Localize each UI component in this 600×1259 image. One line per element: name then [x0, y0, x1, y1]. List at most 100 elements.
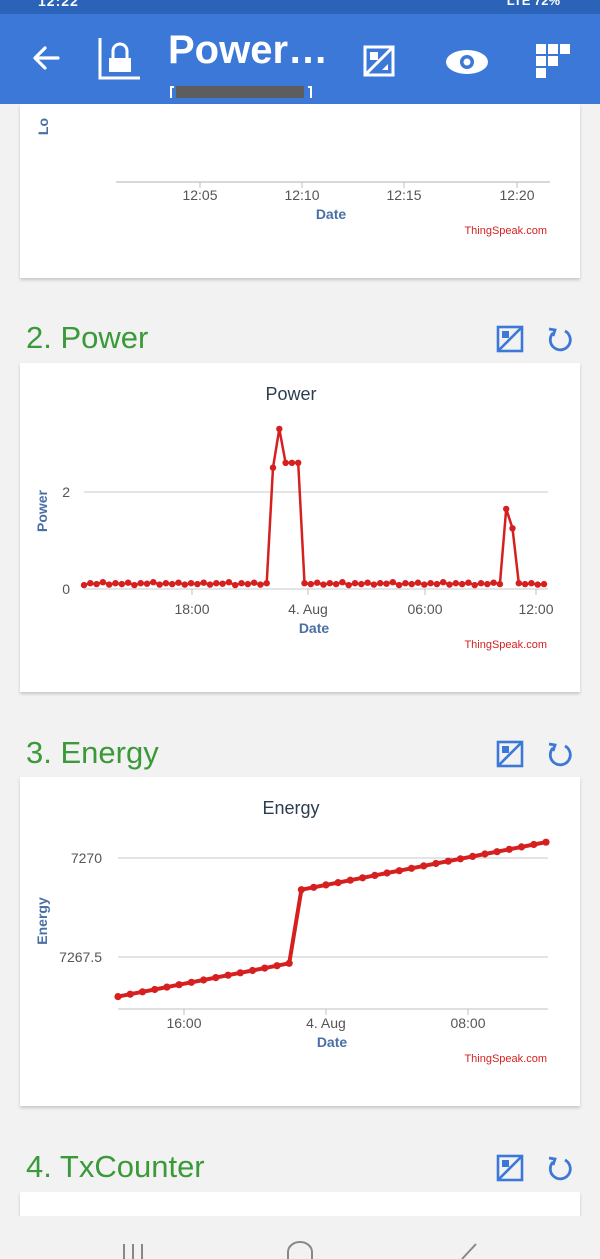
energy-data-point[interactable]: [444, 857, 452, 865]
energy-data-point[interactable]: [138, 988, 147, 996]
power-data-point[interactable]: [225, 579, 233, 586]
power-data-point[interactable]: [232, 581, 239, 589]
power-data-point[interactable]: [175, 579, 182, 586]
export-icon[interactable]: [496, 1154, 524, 1182]
power-data-point[interactable]: [351, 580, 359, 587]
power-data-point[interactable]: [257, 581, 264, 588]
power-data-point[interactable]: [326, 580, 333, 587]
eye-icon[interactable]: [444, 48, 490, 76]
power-data-point[interactable]: [206, 581, 214, 588]
power-data-point[interactable]: [250, 579, 258, 586]
energy-data-point[interactable]: [456, 855, 464, 863]
power-data-point[interactable]: [458, 580, 466, 588]
credit-link[interactable]: ThingSpeak.com: [464, 225, 547, 237]
power-data-point[interactable]: [377, 580, 384, 587]
energy-data-point[interactable]: [297, 886, 305, 894]
power-data-point[interactable]: [408, 580, 415, 588]
energy-data-point[interactable]: [481, 850, 489, 858]
power-data-point[interactable]: [370, 581, 378, 588]
power-data-point[interactable]: [521, 580, 529, 588]
back-nav-icon[interactable]: [461, 1243, 477, 1259]
power-data-point[interactable]: [87, 580, 94, 587]
energy-data-point[interactable]: [151, 985, 159, 994]
energy-data-point[interactable]: [371, 871, 379, 879]
energy-data-point[interactable]: [383, 869, 391, 877]
power-data-point[interactable]: [244, 580, 251, 588]
energy-data-point[interactable]: [224, 971, 232, 979]
arrow-back-icon[interactable]: [28, 40, 64, 76]
power-data-point[interactable]: [421, 581, 428, 588]
power-data-point[interactable]: [471, 581, 478, 589]
energy-data-point[interactable]: [493, 848, 501, 856]
power-data-point[interactable]: [276, 425, 283, 433]
energy-data-point[interactable]: [285, 959, 293, 967]
power-data-point[interactable]: [187, 580, 195, 587]
energy-data-point[interactable]: [273, 962, 281, 970]
power-data-point[interactable]: [383, 580, 390, 587]
energy-data-point[interactable]: [346, 876, 354, 884]
power-data-point[interactable]: [118, 580, 126, 588]
power-data-point[interactable]: [414, 579, 422, 586]
power-data-point[interactable]: [112, 580, 119, 587]
energy-data-point[interactable]: [420, 862, 428, 870]
power-data-point[interactable]: [301, 580, 308, 587]
power-data-point[interactable]: [131, 581, 138, 589]
energy-data-point[interactable]: [517, 843, 526, 851]
energy-data-point[interactable]: [175, 981, 183, 989]
energy-data-point[interactable]: [505, 845, 513, 853]
power-data-point[interactable]: [509, 525, 516, 532]
energy-data-point[interactable]: [469, 852, 477, 860]
power-data-point[interactable]: [339, 579, 346, 586]
energy-data-point[interactable]: [322, 881, 330, 889]
energy-data-point[interactable]: [248, 966, 257, 975]
power-data-point[interactable]: [490, 579, 497, 586]
power-data-point[interactable]: [465, 579, 472, 586]
power-data-point[interactable]: [515, 580, 522, 587]
power-data-point[interactable]: [446, 581, 453, 588]
power-data-point[interactable]: [528, 580, 535, 587]
energy-data-point[interactable]: [126, 990, 134, 998]
power-data-point[interactable]: [503, 505, 510, 513]
energy-data-point[interactable]: [542, 838, 550, 846]
power-data-point[interactable]: [332, 580, 340, 588]
power-data-point[interactable]: [194, 580, 201, 588]
energy-data-point[interactable]: [407, 864, 416, 872]
lock-icon[interactable]: [96, 34, 144, 82]
power-data-point[interactable]: [124, 579, 132, 586]
energy-data-point[interactable]: [310, 883, 318, 891]
power-data-point[interactable]: [219, 580, 226, 587]
power-data-point[interactable]: [263, 580, 270, 587]
energy-data-point[interactable]: [114, 993, 122, 1001]
home-icon[interactable]: [287, 1241, 313, 1259]
power-data-point[interactable]: [477, 580, 485, 587]
energy-data-point[interactable]: [395, 867, 403, 875]
export-icon[interactable]: [496, 325, 524, 353]
power-data-point[interactable]: [402, 580, 409, 587]
power-data-point[interactable]: [440, 579, 447, 586]
refresh-icon[interactable]: [546, 326, 574, 354]
export-icon[interactable]: [362, 44, 396, 78]
energy-data-point[interactable]: [212, 974, 220, 982]
energy-data-point[interactable]: [334, 879, 342, 887]
power-data-point[interactable]: [106, 581, 113, 588]
power-data-point[interactable]: [156, 581, 163, 588]
export-icon[interactable]: [496, 740, 524, 768]
energy-data-point[interactable]: [261, 964, 269, 972]
energy-data-point[interactable]: [432, 859, 440, 868]
energy-data-point[interactable]: [359, 874, 367, 882]
power-data-point[interactable]: [320, 581, 327, 588]
power-data-point[interactable]: [137, 580, 144, 587]
power-data-point[interactable]: [307, 580, 314, 588]
power-data-point[interactable]: [364, 579, 371, 586]
power-data-point[interactable]: [295, 459, 302, 466]
power-data-point[interactable]: [433, 580, 441, 588]
refresh-icon[interactable]: [546, 741, 574, 769]
power-data-point[interactable]: [238, 580, 245, 587]
credit-link[interactable]: ThingSpeak.com: [464, 1053, 547, 1065]
power-data-point[interactable]: [213, 580, 220, 587]
power-data-point[interactable]: [93, 580, 100, 588]
power-data-point[interactable]: [452, 580, 459, 587]
power-data-point[interactable]: [99, 579, 107, 586]
energy-data-point[interactable]: [236, 969, 244, 977]
power-data-point[interactable]: [484, 580, 491, 588]
